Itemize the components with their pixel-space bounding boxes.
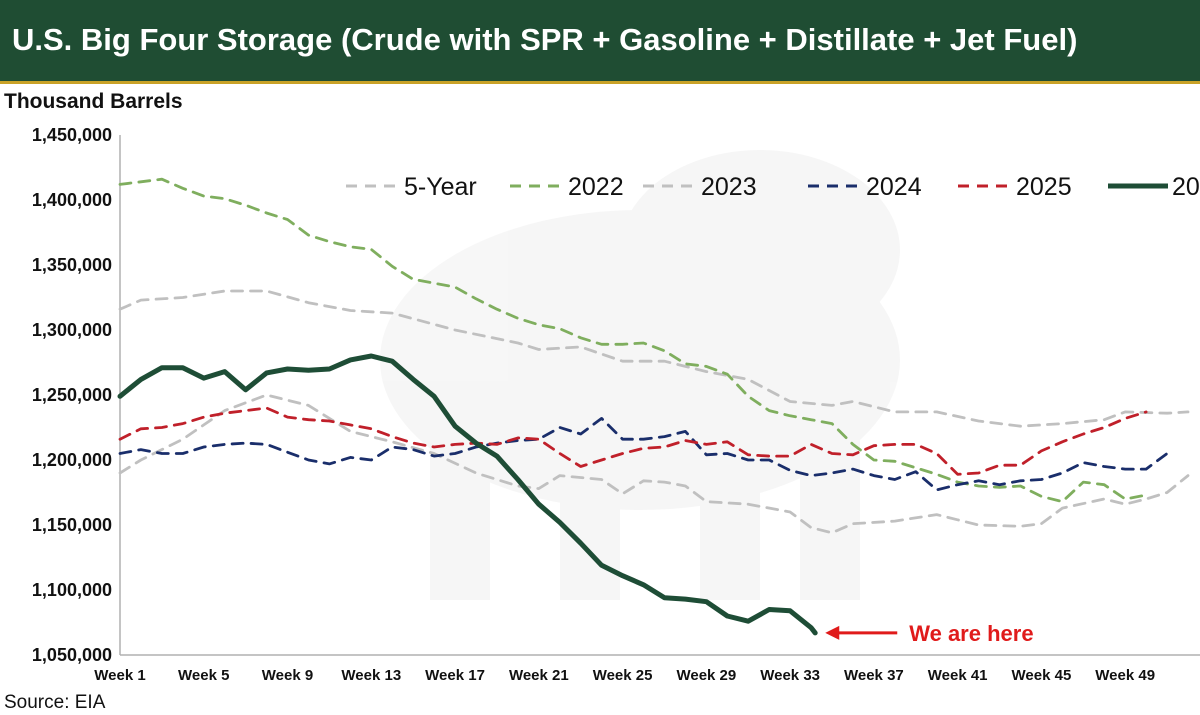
series-lines <box>117 177 1190 636</box>
chart-title: U.S. Big Four Storage (Crude with SPR + … <box>12 22 1078 57</box>
x-tick-label: Week 29 <box>676 667 736 684</box>
legend-label: 2023 <box>701 173 757 201</box>
series-line-2022 <box>118 177 1148 503</box>
y-tick-label: 1,450,000 <box>32 125 112 145</box>
x-tick-label: Week 49 <box>1095 667 1155 684</box>
series-line-2026 <box>117 353 818 636</box>
y-tick-label: 1,300,000 <box>32 320 112 340</box>
y-axis-label: Thousand Barrels <box>4 90 183 113</box>
series-line-2023 <box>118 393 1190 535</box>
watermark-bull <box>380 150 900 600</box>
y-tick-label: 1,350,000 <box>32 255 112 275</box>
legend-label: 2022 <box>568 173 624 201</box>
x-tick-label: Week 45 <box>1012 667 1072 684</box>
x-tick-label: Week 25 <box>593 667 653 684</box>
x-ticks: Week 1 Week 5 Week 9 Week 13 Week 17 Week 21 W… <box>94 667 1155 684</box>
legend-label: 2024 <box>866 173 922 201</box>
y-tick-label: 1,400,000 <box>32 190 112 210</box>
header-bar: U.S. Big Four Storage (Crude with SPR + … <box>0 0 1200 84</box>
legend-label: 5-Year <box>404 173 477 201</box>
y-ticks: 1,050,000 1,100,000 1,150,000 1,200,000 1,25… <box>32 125 112 665</box>
x-tick-label: Week 9 <box>262 667 313 684</box>
series-line-5-year <box>118 289 1190 428</box>
x-tick-label: Week 13 <box>341 667 401 684</box>
y-tick-label: 1,150,000 <box>32 515 112 535</box>
series-line-2025 <box>118 406 1148 476</box>
legend-label: 2025 <box>1016 173 1072 201</box>
arrow-head <box>825 625 840 640</box>
y-tick-label: 1,100,000 <box>32 580 112 600</box>
x-tick-label: Week 33 <box>760 667 820 684</box>
x-tick-label: Week 21 <box>509 667 569 684</box>
legend: 5-Year 2022 2023 2024 2025 2026 <box>346 173 1200 201</box>
x-tick-label: Week 37 <box>844 667 904 684</box>
x-tick-label: Week 41 <box>928 667 988 684</box>
y-tick-label: 1,200,000 <box>32 450 112 470</box>
x-tick-label: Week 1 <box>94 667 145 684</box>
annotation-label: We are here <box>909 621 1033 646</box>
source-note: Source: EIA <box>4 692 106 713</box>
x-tick-label: Week 17 <box>425 667 485 684</box>
y-tick-label: 1,250,000 <box>32 385 112 405</box>
series-line-2024 <box>118 417 1169 492</box>
y-tick-label: 1,050,000 <box>32 645 112 665</box>
annotation: We are here <box>825 621 1034 646</box>
legend-label: 2026 <box>1172 173 1200 201</box>
x-tick-label: Week 5 <box>178 667 229 684</box>
